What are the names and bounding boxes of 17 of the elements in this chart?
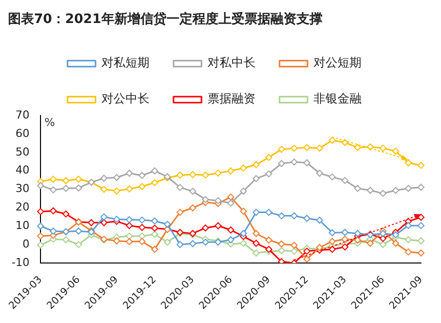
legend-label: 对私中长 bbox=[208, 56, 256, 70]
y-tick-label: -10 bbox=[12, 256, 30, 269]
y-axis-title: % bbox=[44, 116, 55, 129]
y-tick-label: 0 bbox=[22, 237, 30, 250]
legend-label: 非银金融 bbox=[314, 92, 362, 106]
legend-label: 票据融资 bbox=[208, 92, 256, 106]
legend-label: 对私短期 bbox=[102, 56, 150, 70]
chart-title: 图表70：2021年新增信贷一定程度上受票据融资支撑 bbox=[8, 11, 322, 28]
y-tick-label: 50 bbox=[16, 145, 30, 158]
y-tick-label: 60 bbox=[16, 126, 30, 140]
y-tick-label: 40 bbox=[16, 164, 30, 177]
legend-label: 对公短期 bbox=[314, 56, 362, 70]
y-tick-label: 10 bbox=[16, 218, 30, 232]
legend-label: 对公中长 bbox=[102, 92, 150, 106]
y-tick-label: 20 bbox=[16, 200, 30, 214]
y-tick-label: 30 bbox=[16, 182, 30, 196]
y-tick-label: 70 bbox=[16, 108, 30, 122]
